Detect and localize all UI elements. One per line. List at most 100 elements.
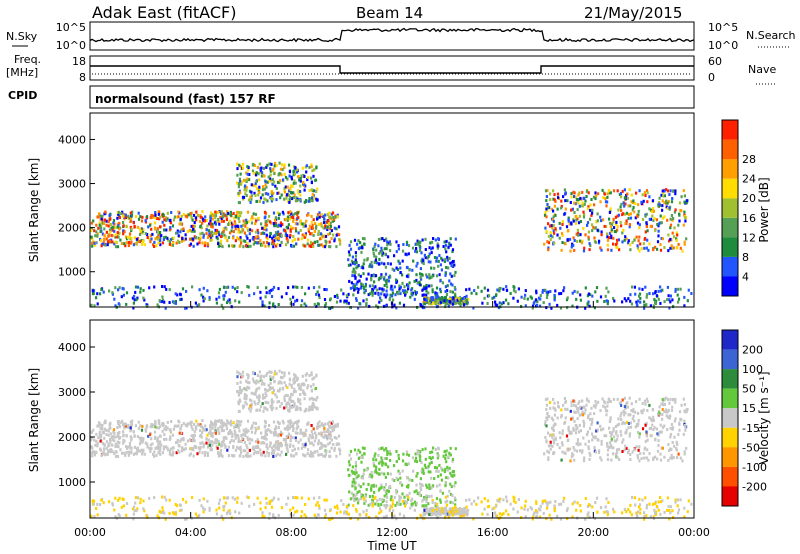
velocity-cell bbox=[573, 410, 576, 414]
power-cell bbox=[632, 205, 635, 209]
power-cell bbox=[159, 236, 162, 240]
power-cell bbox=[165, 219, 168, 222]
velocity-cell bbox=[413, 500, 417, 504]
power-cell bbox=[258, 191, 261, 194]
velocity-cell bbox=[215, 438, 219, 442]
power-cell bbox=[282, 178, 285, 182]
power-cell bbox=[133, 298, 136, 302]
power-cell bbox=[383, 284, 386, 287]
velocity-cell bbox=[448, 452, 451, 456]
power-cell bbox=[348, 279, 351, 283]
power-cell bbox=[494, 300, 497, 304]
power-cell bbox=[258, 178, 261, 182]
velocity-cell bbox=[127, 423, 130, 427]
velocity-cell bbox=[90, 430, 93, 434]
velocity-cell bbox=[169, 435, 172, 439]
power-cell bbox=[671, 298, 674, 302]
power-cell bbox=[353, 284, 356, 288]
velocity-cell bbox=[164, 425, 167, 429]
power-cell bbox=[563, 188, 566, 192]
velocity-cell bbox=[205, 441, 208, 445]
velocity-cell bbox=[116, 426, 119, 429]
power-cell bbox=[454, 301, 458, 305]
power-cell bbox=[100, 224, 103, 228]
velocity-cell bbox=[240, 420, 243, 424]
power-cell bbox=[271, 178, 274, 182]
power-cell bbox=[684, 219, 687, 223]
power-cell bbox=[272, 211, 276, 215]
power-cell bbox=[429, 301, 433, 305]
power-cell bbox=[368, 304, 371, 308]
power-cell bbox=[378, 287, 381, 291]
power-cell bbox=[667, 200, 670, 204]
power-cell bbox=[383, 262, 386, 266]
velocity-cell bbox=[230, 430, 233, 434]
velocity-cell bbox=[592, 404, 596, 408]
velocity-cell bbox=[110, 448, 113, 452]
velocity-cell bbox=[243, 430, 246, 434]
velocity-cell bbox=[141, 440, 144, 444]
power-cell bbox=[455, 296, 458, 300]
velocity-cell bbox=[564, 452, 567, 455]
velocity-cell bbox=[628, 396, 631, 400]
velocity-cell bbox=[313, 405, 316, 409]
power-cell bbox=[558, 221, 561, 225]
power-cell bbox=[270, 197, 273, 201]
velocity-cell bbox=[317, 432, 320, 436]
power-cell bbox=[382, 304, 386, 308]
velocity-cell bbox=[111, 450, 114, 454]
velocity-cell bbox=[566, 407, 569, 411]
power-cell bbox=[605, 204, 608, 208]
velocity-cell bbox=[248, 386, 251, 390]
velocity-cell bbox=[281, 376, 284, 380]
power-cell bbox=[352, 283, 355, 286]
velocity-cell bbox=[105, 433, 108, 436]
velocity-cell bbox=[245, 427, 248, 431]
velocity-cell bbox=[668, 415, 671, 418]
power-cell bbox=[312, 244, 315, 248]
power-cell bbox=[220, 303, 223, 307]
power-cell bbox=[246, 210, 250, 214]
velocity-cell bbox=[408, 491, 411, 495]
power-cell bbox=[270, 242, 273, 246]
power-cell bbox=[437, 264, 440, 268]
power-cell bbox=[380, 246, 383, 250]
power-cell bbox=[638, 249, 641, 253]
power-cell bbox=[238, 183, 241, 187]
power-cell bbox=[529, 295, 532, 299]
power-cell bbox=[103, 227, 106, 231]
power-cell bbox=[436, 244, 439, 248]
power-cell bbox=[173, 215, 176, 219]
velocity-cell bbox=[574, 404, 578, 408]
power-cell bbox=[332, 215, 335, 219]
power-cell bbox=[487, 294, 491, 298]
velocity-cell bbox=[646, 448, 649, 452]
power-cell bbox=[182, 212, 185, 216]
velocity-cell bbox=[255, 428, 258, 432]
velocity-cell bbox=[353, 484, 356, 488]
velocity-cell bbox=[293, 447, 296, 451]
power-cell bbox=[221, 245, 224, 249]
velocity-cell bbox=[588, 426, 592, 430]
velocity-cell bbox=[429, 470, 432, 474]
power-cell bbox=[154, 237, 157, 241]
velocity-cell bbox=[411, 502, 414, 506]
velocity-cell bbox=[246, 451, 249, 455]
power-cell bbox=[412, 259, 415, 263]
power-cell bbox=[245, 244, 248, 248]
power-cell bbox=[263, 174, 266, 178]
power-cell bbox=[264, 215, 267, 219]
power-cell bbox=[360, 282, 363, 286]
velocity-cell bbox=[331, 420, 335, 424]
velocity-cell bbox=[589, 453, 592, 457]
power-cell bbox=[663, 189, 666, 193]
velocity-cell bbox=[209, 431, 212, 435]
velocity-cell bbox=[286, 450, 289, 454]
power-cell bbox=[637, 239, 640, 243]
velocity-cell bbox=[357, 501, 360, 505]
power-cell bbox=[254, 217, 257, 221]
power-cell bbox=[276, 233, 279, 237]
power-cell bbox=[454, 292, 457, 296]
power-cell bbox=[666, 298, 669, 302]
power-cell bbox=[290, 177, 293, 181]
